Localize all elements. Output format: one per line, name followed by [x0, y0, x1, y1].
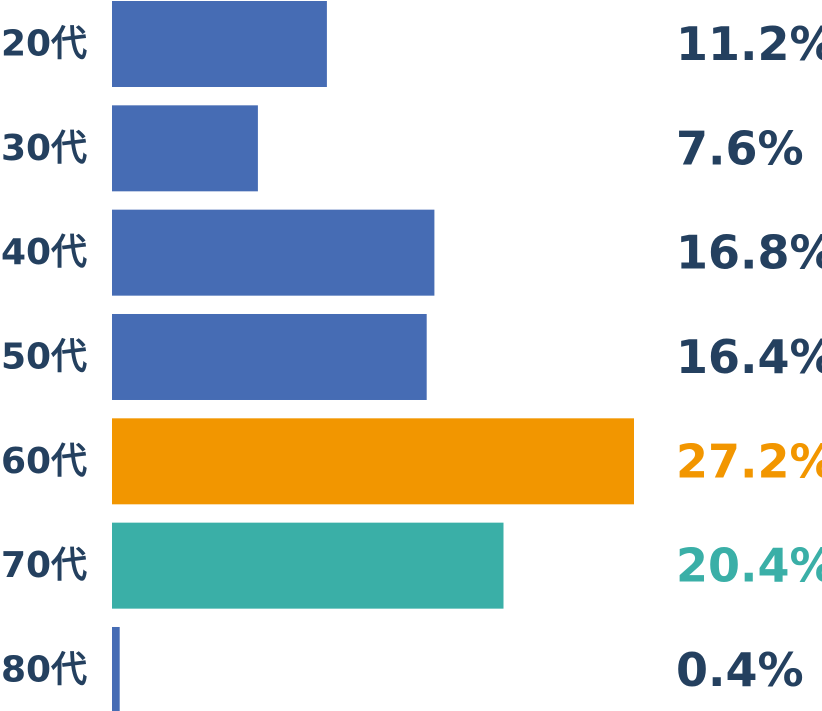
bar-5 [112, 522, 504, 609]
category-label-4: 60代 [1, 441, 87, 482]
bar-2 [112, 209, 435, 296]
bar-1 [112, 105, 258, 192]
value-label-6: 0.4% [676, 643, 804, 697]
category-label-2: 40代 [1, 232, 87, 273]
bar-3 [112, 313, 427, 400]
value-label-5: 20.4% [676, 539, 822, 593]
value-label-0: 11.2% [676, 17, 822, 71]
category-label-6: 80代 [1, 649, 87, 690]
category-label-3: 50代 [1, 336, 87, 377]
bar-0 [112, 1, 327, 87]
category-label-1: 30代 [1, 128, 87, 169]
bar-4 [112, 418, 634, 505]
value-label-1: 7.6% [676, 121, 804, 175]
value-label-4: 27.2% [676, 434, 822, 488]
value-label-3: 16.4% [676, 330, 822, 384]
category-label-0: 20代 [1, 24, 87, 65]
bar-6 [112, 626, 120, 711]
category-label-5: 70代 [1, 545, 87, 586]
value-label-2: 16.8% [676, 226, 822, 280]
